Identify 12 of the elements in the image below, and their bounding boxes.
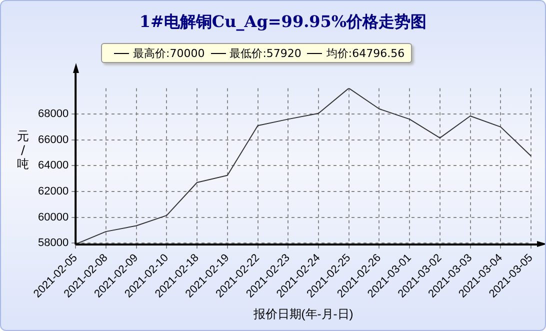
y-tick-label: 60000: [38, 211, 69, 224]
y-tick-label: 62000: [38, 186, 69, 198]
x-axis-title: 报价日期(年-月-日): [252, 307, 354, 322]
chart-title: 1#电解铜Cu_Ag=99.95%价格走势图: [139, 12, 427, 31]
y-tick-label: 58000: [38, 237, 69, 250]
y-tick-label: 64000: [38, 160, 69, 172]
y-axis-title: 元/吨: [17, 129, 29, 171]
text: 最低价:57920: [230, 46, 302, 60]
y-tick-label: 68000: [38, 108, 69, 120]
y-tick-label: 66000: [38, 134, 69, 146]
text: 最高价:70000: [133, 46, 205, 60]
text: 均价:64796.56: [326, 46, 405, 60]
